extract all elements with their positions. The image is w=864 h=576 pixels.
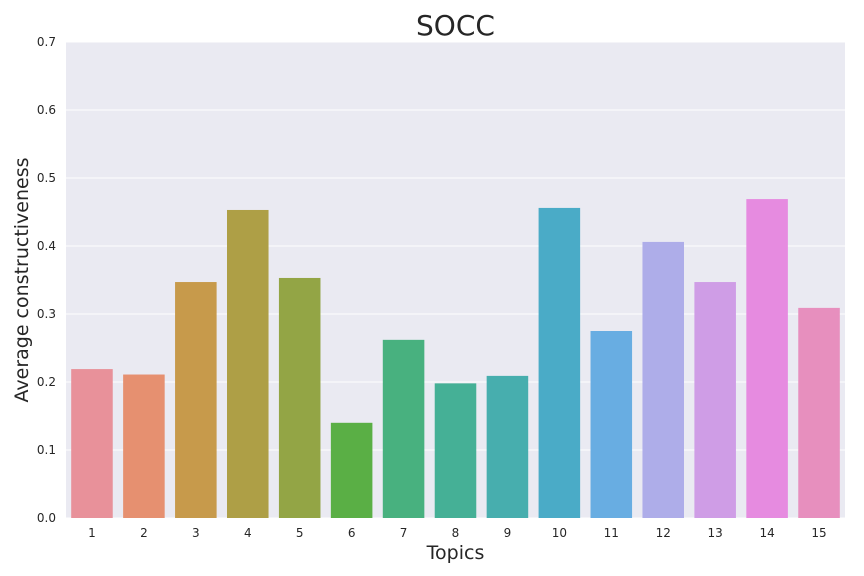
y-tick-label: 0.3 (37, 307, 56, 321)
x-tick-label: 11 (604, 526, 619, 540)
bar-topic-11 (590, 331, 633, 518)
y-axis-label: Average constructiveness (11, 157, 33, 402)
x-tick-label: 13 (708, 526, 723, 540)
bar-topic-15 (798, 307, 840, 518)
x-axis-label: Topics (426, 542, 485, 564)
x-tick-label: 3 (192, 526, 200, 540)
x-tick-label: 8 (452, 526, 460, 540)
x-tick-label: 6 (348, 526, 356, 540)
x-tick-label: 10 (552, 526, 567, 540)
y-tick-label: 0.5 (37, 171, 56, 185)
bar-topic-1 (71, 369, 113, 518)
y-tick-label: 0.6 (37, 103, 56, 117)
bar-topic-6 (330, 422, 373, 518)
x-tick-label: 12 (656, 526, 671, 540)
bar-topic-7 (382, 339, 425, 518)
y-tick-label: 0.1 (37, 443, 56, 457)
x-tick-label: 2 (140, 526, 148, 540)
y-tick-label: 0.7 (37, 35, 56, 49)
bars (71, 199, 840, 519)
bar-topic-13 (694, 282, 736, 518)
x-tick-label: 4 (244, 526, 252, 540)
x-tick-label: 14 (759, 526, 774, 540)
chart-title: SOCC (416, 9, 495, 42)
x-tick-labels: 1 2 3 4 5 6 7 8 9 10 11 12 13 14 15 (88, 526, 827, 540)
bar-topic-5 (278, 277, 321, 518)
y-tick-label: 0.4 (37, 239, 56, 253)
bar-topic-8 (434, 383, 477, 518)
bar-topic-14 (746, 199, 788, 518)
x-tick-label: 1 (88, 526, 96, 540)
x-tick-label: 15 (811, 526, 826, 540)
y-tick-label: 0.0 (37, 511, 56, 525)
bar-topic-4 (226, 209, 269, 518)
y-tick-label: 0.2 (37, 375, 56, 389)
x-tick-label: 5 (296, 526, 304, 540)
bar-topic-2 (123, 374, 165, 518)
bar-topic-9 (486, 375, 529, 518)
bar-topic-10 (538, 207, 581, 519)
bar-topic-12 (642, 241, 685, 519)
bar-topic-3 (175, 282, 217, 518)
x-tick-label: 9 (504, 526, 512, 540)
x-tick-label: 7 (400, 526, 408, 540)
y-tick-labels: 0.0 0.1 0.2 0.3 0.4 0.5 0.6 0.7 (37, 35, 56, 525)
